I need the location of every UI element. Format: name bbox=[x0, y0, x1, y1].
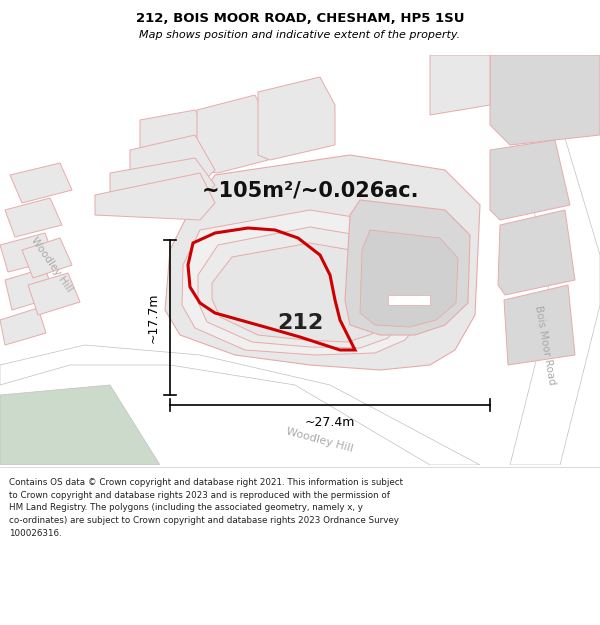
Polygon shape bbox=[490, 55, 600, 465]
Polygon shape bbox=[490, 55, 600, 145]
Polygon shape bbox=[490, 140, 570, 220]
Polygon shape bbox=[430, 55, 490, 115]
Text: 212: 212 bbox=[277, 313, 323, 333]
Text: Woodley Hill: Woodley Hill bbox=[29, 236, 74, 294]
Polygon shape bbox=[0, 385, 160, 465]
Polygon shape bbox=[130, 135, 215, 185]
Polygon shape bbox=[22, 238, 72, 278]
Text: 212, BOIS MOOR ROAD, CHESHAM, HP5 1SU: 212, BOIS MOOR ROAD, CHESHAM, HP5 1SU bbox=[136, 12, 464, 25]
Polygon shape bbox=[504, 285, 575, 365]
Polygon shape bbox=[0, 308, 46, 345]
Polygon shape bbox=[498, 210, 575, 295]
Polygon shape bbox=[140, 110, 215, 173]
Text: Contains OS data © Crown copyright and database right 2021. This information is : Contains OS data © Crown copyright and d… bbox=[9, 478, 403, 538]
Text: Map shows position and indicative extent of the property.: Map shows position and indicative extent… bbox=[139, 29, 461, 39]
Polygon shape bbox=[165, 155, 480, 370]
Polygon shape bbox=[197, 95, 268, 173]
Polygon shape bbox=[198, 227, 410, 348]
Text: ~27.4m: ~27.4m bbox=[305, 416, 355, 429]
Polygon shape bbox=[345, 200, 470, 335]
Polygon shape bbox=[10, 163, 72, 203]
Polygon shape bbox=[5, 268, 55, 310]
Polygon shape bbox=[212, 243, 392, 342]
Polygon shape bbox=[360, 230, 458, 327]
Text: ~17.7m: ~17.7m bbox=[146, 292, 160, 342]
Text: Bois Moor Road: Bois Moor Road bbox=[533, 304, 557, 386]
Polygon shape bbox=[388, 295, 430, 305]
Polygon shape bbox=[95, 173, 215, 220]
Polygon shape bbox=[182, 210, 430, 355]
Polygon shape bbox=[5, 198, 62, 237]
Polygon shape bbox=[28, 273, 80, 315]
Polygon shape bbox=[0, 345, 480, 465]
Polygon shape bbox=[258, 77, 335, 160]
Text: ~105m²/~0.026ac.: ~105m²/~0.026ac. bbox=[201, 180, 419, 200]
Text: Woodley Hill: Woodley Hill bbox=[286, 426, 355, 454]
Polygon shape bbox=[110, 158, 215, 203]
Polygon shape bbox=[0, 233, 55, 272]
